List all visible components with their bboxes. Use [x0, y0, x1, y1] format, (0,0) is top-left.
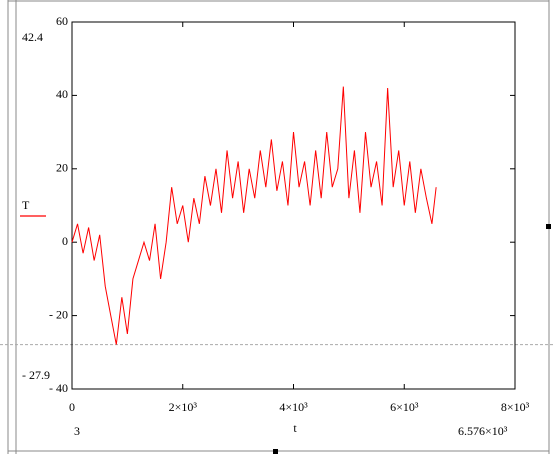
x-tick-label: 6×10³	[390, 400, 419, 414]
x-tick-label: 8×10³	[501, 400, 530, 414]
marker-label: 6.576×10³	[458, 424, 508, 438]
x-tick-label: 4×10³	[279, 400, 308, 414]
marker-label: - 27.9	[22, 368, 50, 382]
y-tick-label: 20	[56, 161, 68, 175]
legend-label: T	[22, 198, 30, 212]
y-tick-label: - 20	[49, 307, 68, 321]
y-tick-label: - 40	[49, 381, 68, 395]
y-tick-label: 40	[56, 87, 68, 101]
data-line	[71, 86, 437, 345]
resize-handle[interactable]	[546, 224, 551, 229]
x-tick-label: 0	[69, 400, 75, 414]
marker-label: 3	[74, 424, 80, 438]
marker-label: 42.4	[22, 30, 43, 44]
y-tick-label: 0	[62, 234, 68, 248]
x-tick-label: 2×10³	[169, 400, 198, 414]
y-tick-label: 60	[56, 14, 68, 28]
x-axis-label: t	[293, 421, 297, 435]
resize-handle[interactable]	[273, 449, 278, 454]
